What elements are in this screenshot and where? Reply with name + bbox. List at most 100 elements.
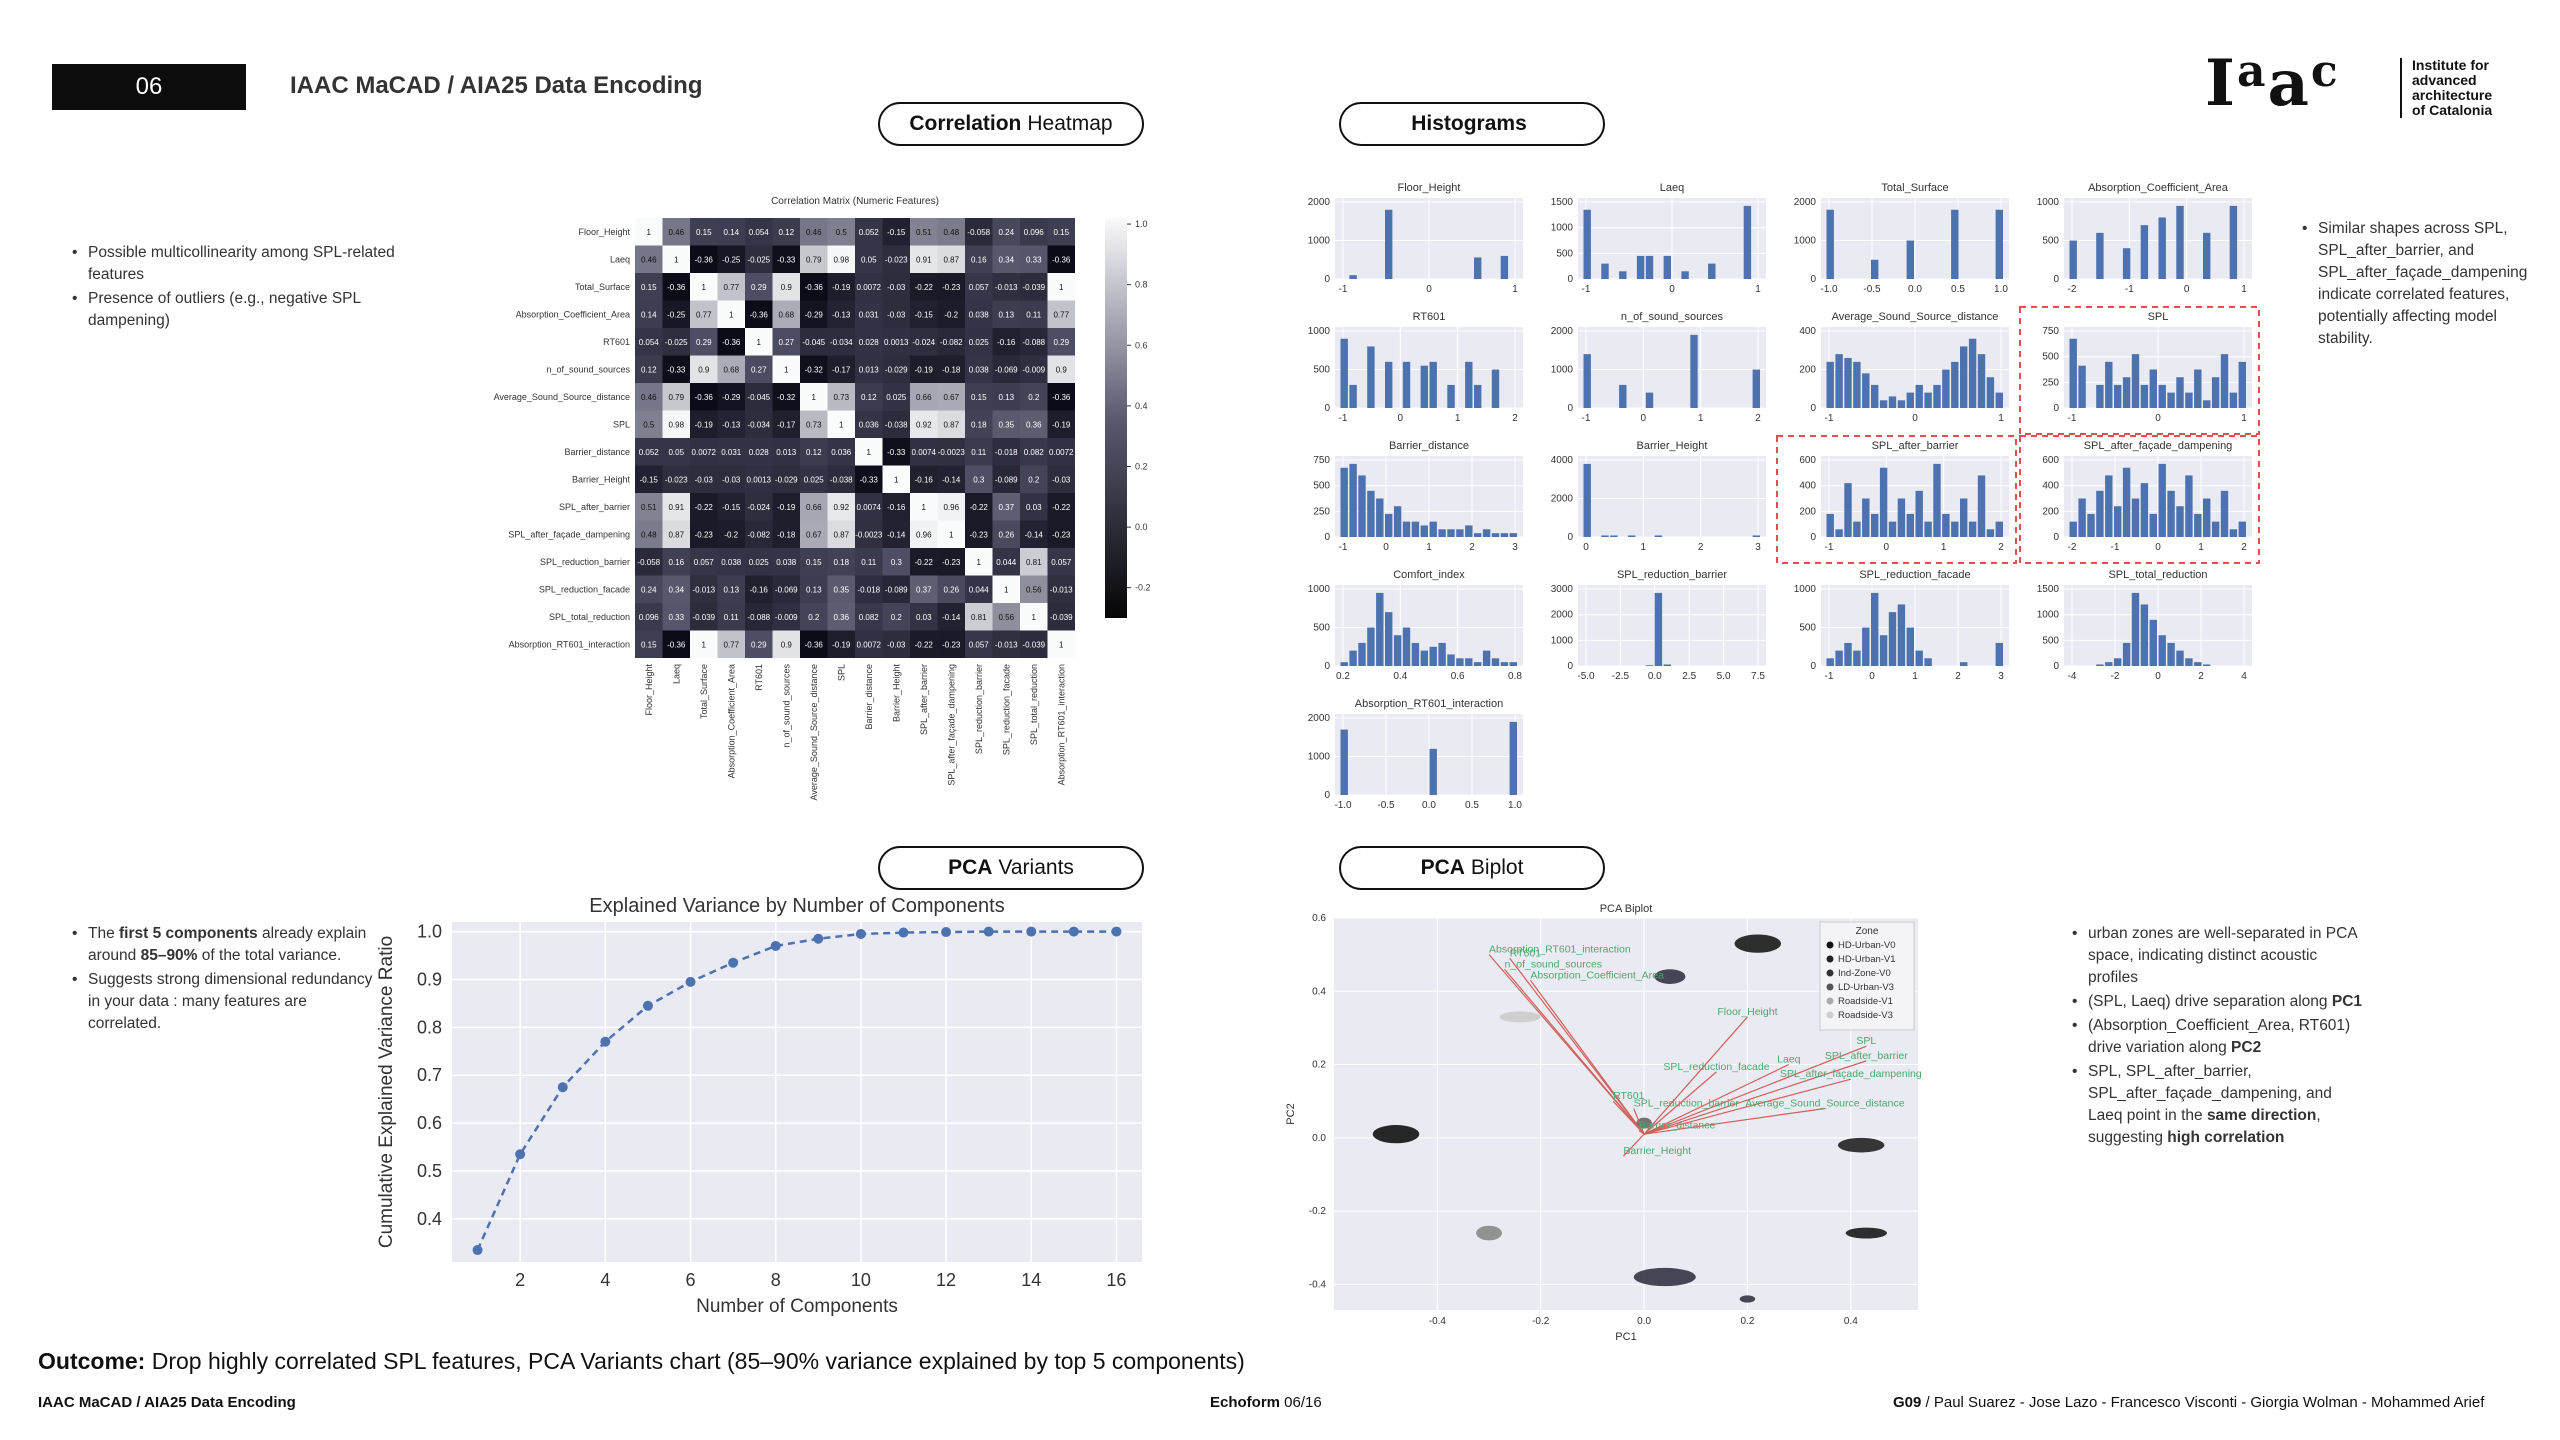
heatmap-cell-value: -0.058 bbox=[967, 228, 990, 237]
histogram-title: Absorption_Coefficient_Area bbox=[2088, 182, 2229, 194]
variance-xlabel: Number of Components bbox=[696, 1296, 898, 1317]
heatmap-col-label: n_of_sound_sources bbox=[781, 664, 791, 748]
histogram-bar bbox=[2096, 232, 2104, 279]
heatmap-cell bbox=[690, 218, 718, 246]
histogram-xtick: 0.2 bbox=[1336, 671, 1350, 682]
histogram-bar bbox=[2114, 658, 2122, 666]
heatmap-cell-value: -0.0023 bbox=[855, 530, 883, 539]
heatmap-cell bbox=[1047, 218, 1075, 246]
histogram-bar bbox=[1844, 357, 1852, 408]
biplot-ytick: 0.2 bbox=[1312, 1060, 1326, 1071]
heatmap-cell-value: 1 bbox=[702, 283, 707, 292]
variance-point bbox=[898, 927, 909, 938]
heatmap-cell-value: -0.36 bbox=[1052, 255, 1071, 264]
biplot-xtick: 0.2 bbox=[1740, 1316, 1754, 1327]
heatmap-cell-value: 0.12 bbox=[861, 393, 877, 402]
variance-ylabel: Cumulative Explained Variance Ratio bbox=[376, 936, 397, 1248]
heatmap-cell bbox=[992, 493, 1020, 521]
heatmap-cell-value: -0.22 bbox=[695, 503, 714, 512]
heatmap-cell bbox=[745, 383, 773, 411]
histogram-bar bbox=[2140, 384, 2149, 408]
histogram-bar bbox=[1402, 521, 1411, 537]
heatmap-col-label: Average_Sound_Source_distance bbox=[809, 664, 819, 800]
biplot-xtick: 0.4 bbox=[1844, 1316, 1858, 1327]
histogram-bar bbox=[1358, 475, 1366, 537]
heatmap-cell-value: -0.22 bbox=[915, 558, 934, 567]
histogram-panel: Floor_Height -1 0 1 2000 1000 0 bbox=[1308, 182, 1523, 295]
histogram-bar bbox=[1826, 361, 1834, 408]
biplot-vector bbox=[1643, 1060, 1867, 1135]
heatmap-cell-value: 0.46 bbox=[806, 228, 822, 237]
heatmap-cell-value: -0.36 bbox=[695, 393, 714, 402]
histogram-bar bbox=[2078, 365, 2086, 408]
colorbar-tick: 0.0 bbox=[1135, 522, 1148, 532]
histogram-bar bbox=[1933, 384, 1941, 408]
histogram-ytick: 0 bbox=[1810, 661, 1816, 672]
heatmap-cell-value: 0.9 bbox=[781, 640, 793, 649]
histogram-panel: n_of_sound_sources -1 0 1 2 2000 1000 0 bbox=[1551, 311, 1766, 424]
heatmap-cell-value: -0.15 bbox=[887, 228, 906, 237]
heatmap-col-label: SPL_reduction_barrier bbox=[974, 664, 984, 754]
heatmap-col-label: SPL_after_barrier bbox=[919, 664, 929, 735]
histogram-xtick: 0.4 bbox=[1393, 671, 1407, 682]
heatmap-cell bbox=[717, 548, 745, 576]
heatmap-cell bbox=[800, 520, 828, 548]
biplot-vector-label: SPL_reduction_facade bbox=[1663, 1061, 1769, 1073]
histogram-xtick: 1 bbox=[1698, 413, 1704, 424]
heatmap-cell bbox=[690, 438, 718, 466]
heatmap-cell-value: 0.9 bbox=[781, 283, 793, 292]
heatmap-cell bbox=[882, 548, 910, 576]
histogram-xtick: 5.0 bbox=[1717, 671, 1731, 682]
histogram-panel: Absorption_Coefficient_Area -2 -1 0 1 1000 500… bbox=[2037, 182, 2252, 295]
heatmap-cell-value: -0.36 bbox=[750, 310, 769, 319]
histogram-bar bbox=[2149, 369, 2157, 408]
histogram-ytick: 0 bbox=[1810, 532, 1816, 543]
histogram-bar bbox=[2105, 475, 2113, 537]
heatmap-cell-value: -0.029 bbox=[775, 475, 798, 484]
heatmap-cell-value: -0.009 bbox=[775, 613, 798, 622]
histogram-bar bbox=[1986, 529, 1995, 537]
histogram-bar bbox=[1610, 535, 1618, 537]
heatmap-cell-value: -0.36 bbox=[722, 338, 741, 347]
histogram-bar bbox=[1871, 513, 1879, 537]
heatmap-cell-value: 1 bbox=[702, 640, 707, 649]
section-pca-biplot-label: PCA Biplot bbox=[1339, 846, 1605, 890]
heatmap-cell bbox=[937, 355, 965, 383]
histogram-xtick: 0 bbox=[1869, 671, 1875, 682]
heatmap-cell bbox=[882, 520, 910, 548]
heatmap-cell bbox=[662, 273, 690, 301]
heatmap-col-label: SPL_reduction_facade bbox=[1001, 664, 1011, 755]
heatmap-cell bbox=[1020, 328, 1048, 356]
heatmap-cell-value: 0.81 bbox=[1026, 558, 1042, 567]
heatmap-cell-value: -0.034 bbox=[747, 420, 770, 429]
heatmap-cell-value: 0.35 bbox=[998, 420, 1014, 429]
heatmap-cell-value: -0.25 bbox=[667, 310, 686, 319]
heatmap-cell bbox=[745, 300, 773, 328]
histogram-bar bbox=[2238, 521, 2246, 537]
histogram-xtick: 2 bbox=[1469, 542, 1475, 553]
histogram-xtick: 2 bbox=[2198, 671, 2204, 682]
histogram-bar bbox=[1897, 498, 1906, 537]
heatmap-col-label: Total_Surface bbox=[699, 664, 709, 719]
note-item: SPL, SPL_after_barrier, SPL_after_façade… bbox=[2072, 1061, 2368, 1149]
heatmap-cell bbox=[717, 603, 745, 631]
histogram-ytick: 500 bbox=[1313, 481, 1330, 492]
heatmap-cell-value: -0.33 bbox=[777, 255, 796, 264]
heatmap-cell-value: -0.009 bbox=[1022, 365, 1045, 374]
heatmap-cell-value: 0.013 bbox=[776, 448, 797, 457]
histogram-bar bbox=[1897, 604, 1906, 666]
heatmap-cell bbox=[855, 630, 883, 658]
heatmap-cell-value: 0.15 bbox=[696, 228, 712, 237]
histogram-bar bbox=[2229, 529, 2238, 537]
histogram-ytick: 0 bbox=[1324, 532, 1330, 543]
heatmap-cell bbox=[937, 410, 965, 438]
heatmap-cell bbox=[800, 603, 828, 631]
histogram-bar bbox=[1844, 483, 1852, 537]
histogram-bar bbox=[2114, 506, 2122, 537]
histogram-plot-area bbox=[1335, 327, 1523, 408]
variance-xtick: 16 bbox=[1106, 1270, 1126, 1290]
heatmap-cell-value: -0.023 bbox=[885, 255, 908, 264]
heatmap-cell-value: 0.66 bbox=[806, 503, 822, 512]
heatmap-cell-value: -0.18 bbox=[942, 365, 961, 374]
histogram-xtick: 1 bbox=[1998, 413, 2004, 424]
